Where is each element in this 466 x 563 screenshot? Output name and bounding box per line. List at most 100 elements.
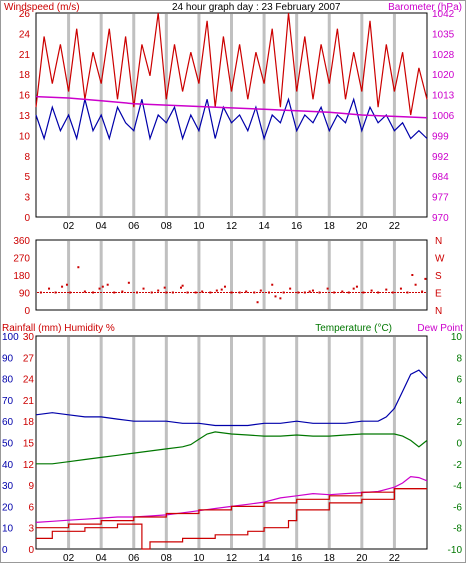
direction-point	[289, 287, 292, 290]
wind-barometer-panel: 0358101316182124269709779849929991006101…	[19, 9, 455, 232]
direction-point	[259, 289, 262, 292]
y-tick-label-temperature: 4	[456, 396, 462, 407]
y-tick-label-humidity: 70	[2, 396, 14, 407]
y-tick-label-humidity: 20	[2, 502, 14, 513]
y-tick-label-windspeed: 24	[19, 29, 31, 40]
y-tick-label-barometer: 1028	[432, 50, 455, 61]
y-tick-label-temperature: -8	[453, 524, 462, 535]
direction-point	[77, 266, 80, 269]
direction-point	[163, 286, 166, 289]
y-tick-label-windspeed: 18	[19, 70, 31, 81]
x-tick-label: 14	[259, 221, 271, 232]
rain-humidity-axis-label: Rainfall (mm) Humidity %	[2, 323, 115, 334]
direction-point	[424, 277, 427, 280]
y-tick-label-windspeed: 13	[19, 111, 31, 122]
y-tick-label-direction: 180	[13, 271, 30, 282]
direction-point	[230, 291, 233, 294]
y-tick-label-temperature: 8	[456, 353, 462, 364]
y-tick-label-barometer: 999	[432, 131, 449, 142]
y-tick-label-temperature: -2	[453, 460, 462, 471]
y-tick-label-humidity: 60	[2, 417, 14, 428]
x-tick-label: 16	[291, 221, 303, 232]
series-rainfall_b	[36, 488, 427, 529]
direction-point	[201, 290, 204, 293]
direction-point	[362, 291, 365, 294]
y-tick-label-temperature: 10	[451, 332, 463, 343]
direction-point	[411, 274, 414, 276]
direction-point	[48, 287, 51, 290]
y-tick-label-windspeed: 16	[19, 91, 31, 102]
direction-point	[347, 291, 350, 294]
direction-point	[318, 291, 321, 294]
series-dewpoint	[35, 475, 428, 523]
y-tick-label-barometer: 1020	[432, 70, 455, 81]
direction-point	[101, 285, 104, 288]
y-tick-label-humidity: 40	[2, 460, 14, 471]
y-tick-label-rain: 12	[23, 460, 35, 471]
direction-point	[61, 285, 64, 288]
x-tick-label: 04	[96, 553, 108, 563]
direction-point	[303, 291, 306, 294]
direction-point	[297, 291, 300, 294]
y-tick-label-direction: 0	[24, 306, 30, 317]
direction-point	[399, 287, 402, 290]
direction-point	[223, 285, 226, 288]
y-tick-label-rain: 21	[23, 396, 35, 407]
y-tick-label-compass: N	[435, 306, 442, 317]
y-tick-label-windspeed: 5	[24, 172, 30, 183]
y-tick-label-rain: 6	[28, 502, 34, 513]
y-tick-label-rain: 9	[28, 481, 34, 492]
barometer-axis-label: Barometer (hPa)	[388, 2, 462, 13]
direction-point	[92, 291, 95, 294]
direction-point	[136, 291, 139, 294]
direction-point	[279, 297, 282, 300]
y-tick-label-compass: E	[435, 289, 442, 300]
direction-point	[267, 291, 270, 294]
y-tick-label-humidity: 90	[2, 353, 14, 364]
direction-point	[194, 291, 197, 294]
y-tick-label-compass: N	[435, 236, 442, 247]
direction-point	[127, 281, 130, 284]
y-tick-label-windspeed: 0	[24, 213, 30, 224]
x-tick-label: 20	[356, 553, 368, 563]
y-tick-label-humidity: 80	[2, 375, 14, 386]
series-barometer	[35, 95, 428, 119]
windspeed-axis-label: Windspeed (m/s)	[4, 2, 80, 13]
direction-point	[220, 288, 223, 291]
y-tick-label-rain: 24	[23, 375, 35, 386]
y-tick-label-rain: 18	[23, 417, 35, 428]
y-tick-label-compass: S	[435, 271, 442, 282]
direction-point	[181, 284, 184, 287]
y-tick-label-rain: 27	[23, 353, 35, 364]
direction-point	[171, 291, 174, 294]
direction-point	[311, 289, 314, 292]
y-tick-label-rain: 3	[28, 524, 34, 535]
direction-point	[271, 283, 274, 286]
series-temperature	[36, 431, 428, 465]
y-tick-label-rain: 0	[28, 545, 34, 556]
direction-point	[54, 291, 57, 294]
y-tick-label-direction: 360	[13, 236, 30, 247]
x-tick-label: 12	[226, 553, 238, 563]
y-tick-label-barometer: 977	[432, 193, 449, 204]
direction-point	[150, 291, 153, 294]
y-tick-label-rain: 30	[23, 332, 35, 343]
x-tick-label: 08	[161, 221, 173, 232]
y-tick-label-barometer: 1013	[432, 91, 455, 102]
x-tick-label: 08	[161, 553, 173, 563]
y-tick-label-direction: 270	[13, 254, 30, 265]
direction-point	[308, 290, 311, 293]
y-tick-label-windspeed: 10	[19, 131, 31, 142]
direction-point	[165, 291, 168, 294]
graph-title: 24 hour graph day : 23 February 2007	[172, 2, 341, 13]
direction-point	[209, 291, 212, 294]
y-tick-label-barometer: 1042	[432, 9, 455, 20]
x-tick-label: 10	[193, 221, 205, 232]
y-tick-label-compass: W	[435, 254, 445, 265]
y-tick-label-temperature: -4	[453, 481, 462, 492]
direction-point	[370, 289, 373, 292]
plot-area-border	[35, 239, 428, 311]
direction-point	[179, 286, 182, 289]
x-tick-label: 18	[324, 221, 336, 232]
